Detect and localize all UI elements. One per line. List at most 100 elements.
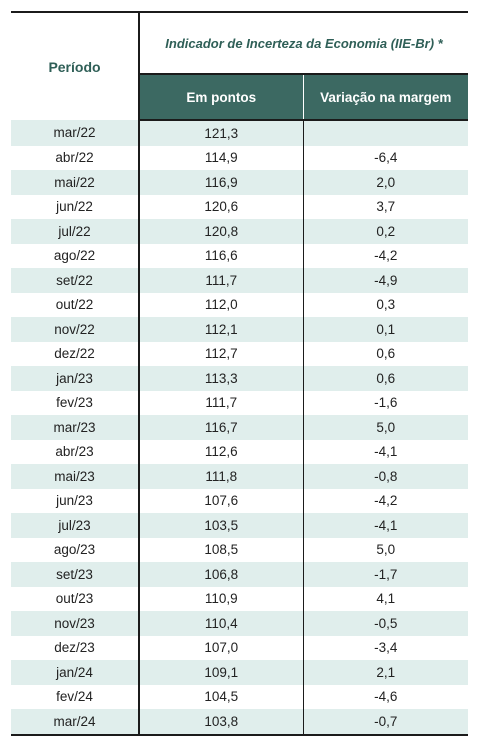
variation-cell: -3,4 — [303, 635, 468, 660]
variation-cell: -0,5 — [303, 611, 468, 636]
variation-cell: -4,2 — [303, 243, 468, 268]
variation-cell: 0,2 — [303, 219, 468, 244]
table-row: abr/23 112,6 -4,1 — [11, 439, 468, 464]
points-cell: 111,7 — [139, 268, 304, 293]
table-row: mar/22 121,3 — [11, 120, 468, 146]
table-row: jan/24 109,1 2,1 — [11, 660, 468, 685]
points-cell: 104,5 — [139, 684, 304, 709]
table-row: fev/24 104,5 -4,6 — [11, 684, 468, 709]
points-cell: 103,5 — [139, 513, 304, 538]
points-cell: 110,9 — [139, 586, 304, 611]
variation-cell: 2,1 — [303, 660, 468, 685]
table-row: nov/22 112,1 0,1 — [11, 317, 468, 342]
table-row: set/23 106,8 -1,7 — [11, 562, 468, 587]
table-row: fev/23 111,7 -1,6 — [11, 390, 468, 415]
points-cell: 107,0 — [139, 635, 304, 660]
points-cell: 112,6 — [139, 439, 304, 464]
variation-cell: -1,6 — [303, 390, 468, 415]
indicator-group-title: Indicador de Incerteza da Economia (IIE-… — [139, 11, 468, 75]
table-row: abr/22 114,9 -6,4 — [11, 145, 468, 170]
points-cell: 113,3 — [139, 366, 304, 391]
variation-cell: -0,8 — [303, 464, 468, 489]
table-row: mar/23 116,7 5,0 — [11, 415, 468, 440]
period-cell: jan/23 — [11, 366, 140, 391]
variation-cell: 4,1 — [303, 586, 468, 611]
points-cell: 112,1 — [139, 317, 304, 342]
points-cell: 103,8 — [139, 709, 304, 736]
points-cell: 116,9 — [139, 170, 304, 195]
points-cell: 116,6 — [139, 243, 304, 268]
variation-cell: 2,0 — [303, 170, 468, 195]
period-cell: mar/22 — [11, 120, 140, 146]
points-cell: 121,3 — [139, 120, 304, 146]
variation-column-header: Variação na margem — [303, 74, 468, 121]
table-row: jul/22 120,8 0,2 — [11, 219, 468, 244]
uncertainty-index-table: Período Indicador de Incerteza da Econom… — [11, 11, 468, 736]
period-cell: jul/23 — [11, 513, 140, 538]
table-row: jan/23 113,3 0,6 — [11, 366, 468, 391]
table-row: jul/23 103,5 -4,1 — [11, 513, 468, 538]
period-cell: out/22 — [11, 292, 140, 317]
period-cell: ago/23 — [11, 537, 140, 562]
period-column-header: Período — [11, 11, 140, 120]
variation-cell: -4,6 — [303, 684, 468, 709]
points-cell: 114,9 — [139, 145, 304, 170]
table-row: dez/22 112,7 0,6 — [11, 341, 468, 366]
table-row: mai/22 116,9 2,0 — [11, 170, 468, 195]
period-cell: dez/23 — [11, 635, 140, 660]
table-row: out/22 112,0 0,3 — [11, 292, 468, 317]
period-cell: jul/22 — [11, 219, 140, 244]
points-column-header: Em pontos — [139, 74, 304, 121]
points-cell: 112,7 — [139, 341, 304, 366]
period-cell: mar/23 — [11, 415, 140, 440]
table-row: set/22 111,7 -4,9 — [11, 268, 468, 293]
period-cell: out/23 — [11, 586, 140, 611]
period-cell: dez/22 — [11, 341, 140, 366]
period-cell: jan/24 — [11, 660, 140, 685]
table-row: mai/23 111,8 -0,8 — [11, 464, 468, 489]
period-cell: abr/23 — [11, 439, 140, 464]
variation-cell: 0,1 — [303, 317, 468, 342]
period-cell: fev/23 — [11, 390, 140, 415]
period-cell: set/22 — [11, 268, 140, 293]
table-body: mar/22 121,3 abr/22 114,9 -6,4 mai/22 116,9 2,0… — [11, 120, 468, 736]
period-cell: mai/22 — [11, 170, 140, 195]
period-cell: abr/22 — [11, 145, 140, 170]
points-cell: 111,7 — [139, 390, 304, 415]
variation-cell: -4,9 — [303, 268, 468, 293]
period-cell: ago/22 — [11, 243, 140, 268]
points-cell: 110,4 — [139, 611, 304, 636]
variation-cell: -1,7 — [303, 562, 468, 587]
variation-cell: -4,1 — [303, 439, 468, 464]
points-cell: 111,8 — [139, 464, 304, 489]
variation-cell: 5,0 — [303, 537, 468, 562]
table-row: mar/24 103,8 -0,7 — [11, 709, 468, 736]
period-cell: mar/24 — [11, 709, 140, 736]
points-cell: 112,0 — [139, 292, 304, 317]
period-cell: nov/23 — [11, 611, 140, 636]
points-cell: 109,1 — [139, 660, 304, 685]
table-row: ago/23 108,5 5,0 — [11, 537, 468, 562]
variation-cell: 0,6 — [303, 366, 468, 391]
variation-cell: 0,6 — [303, 341, 468, 366]
points-cell: 108,5 — [139, 537, 304, 562]
points-cell: 106,8 — [139, 562, 304, 587]
points-cell: 120,8 — [139, 219, 304, 244]
table-row: jun/23 107,6 -4,2 — [11, 488, 468, 513]
period-cell: mai/23 — [11, 464, 140, 489]
variation-cell: -6,4 — [303, 145, 468, 170]
period-cell: jun/23 — [11, 488, 140, 513]
variation-cell: -0,7 — [303, 709, 468, 736]
table-row: ago/22 116,6 -4,2 — [11, 243, 468, 268]
variation-cell: 5,0 — [303, 415, 468, 440]
table-row: jun/22 120,6 3,7 — [11, 194, 468, 219]
variation-cell: -4,2 — [303, 488, 468, 513]
table-row: nov/23 110,4 -0,5 — [11, 611, 468, 636]
variation-cell: 3,7 — [303, 194, 468, 219]
table-row: dez/23 107,0 -3,4 — [11, 635, 468, 660]
period-cell: nov/22 — [11, 317, 140, 342]
points-cell: 107,6 — [139, 488, 304, 513]
variation-cell: 0,3 — [303, 292, 468, 317]
period-cell: set/23 — [11, 562, 140, 587]
period-cell: fev/24 — [11, 684, 140, 709]
